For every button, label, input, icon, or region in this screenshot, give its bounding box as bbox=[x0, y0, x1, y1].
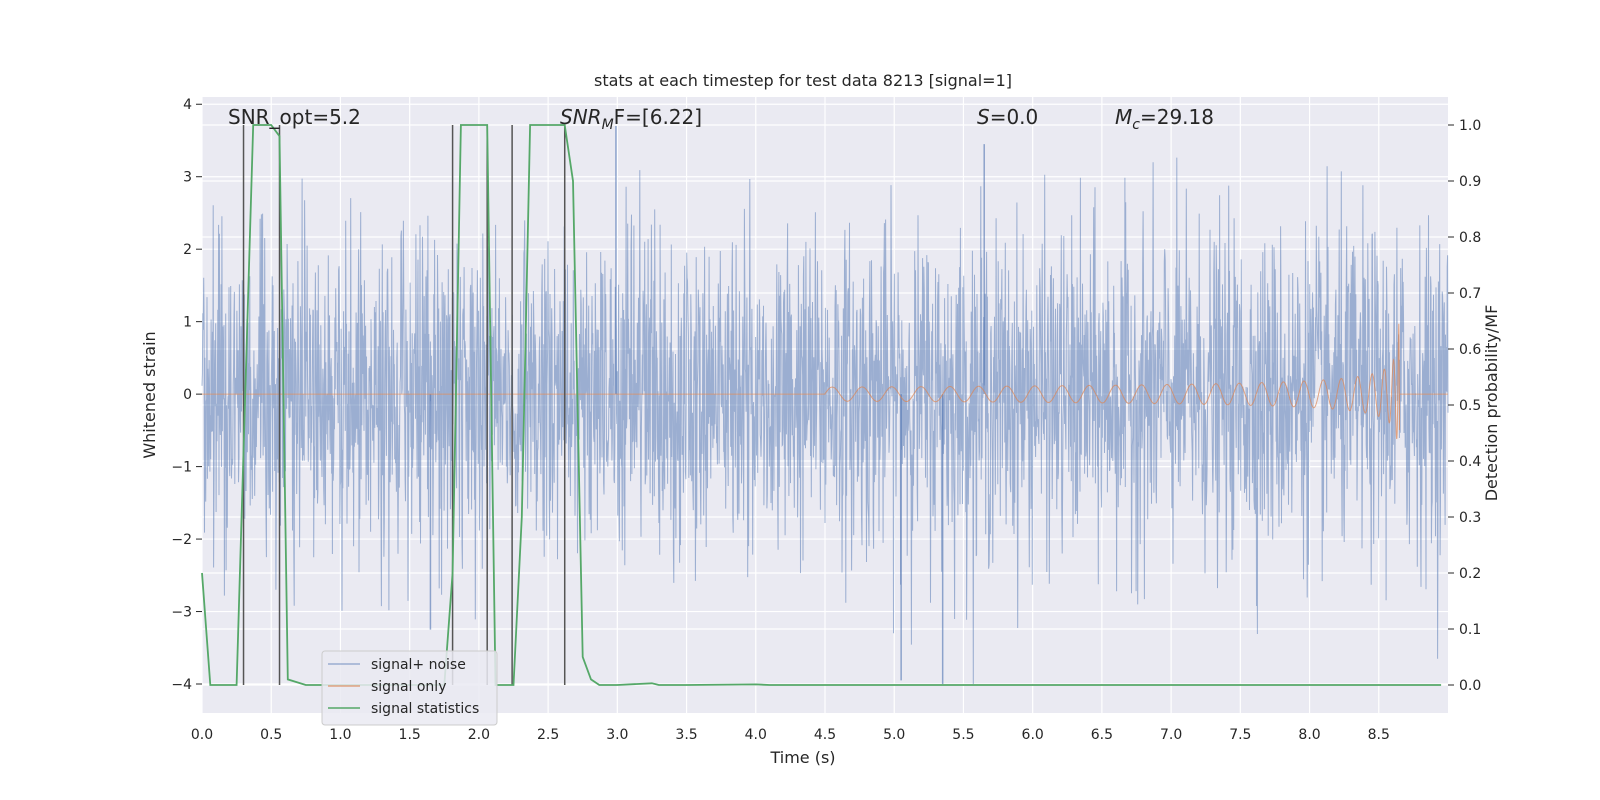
y-tick-label: −3 bbox=[171, 605, 192, 621]
y-axis-label: Whitened strain bbox=[140, 331, 159, 458]
y-tick-label: 3 bbox=[183, 170, 192, 186]
y2-tick-label: 0.9 bbox=[1459, 174, 1481, 190]
annotation-s-suffix: =0.0 bbox=[990, 105, 1039, 129]
annotation-mc-prefix: M bbox=[1115, 105, 1132, 129]
y2-tick-label: 0.7 bbox=[1459, 286, 1481, 302]
x-tick-label: 0.5 bbox=[260, 727, 282, 743]
y-tick-label: 2 bbox=[183, 242, 192, 258]
annotation-mc-suffix: =29.18 bbox=[1140, 105, 1214, 129]
y-tick-label: −1 bbox=[171, 460, 192, 476]
x-tick-label: 8.0 bbox=[1298, 727, 1320, 743]
x-axis-label: Time (s) bbox=[769, 748, 835, 767]
annotation-snr-opt: SNR_opt=5.2 bbox=[228, 105, 361, 129]
y2-tick-label: 0.6 bbox=[1459, 342, 1481, 358]
x-tick-label: 5.0 bbox=[883, 727, 905, 743]
x-tick-label: 1.0 bbox=[329, 727, 351, 743]
x-tick-label: 4.0 bbox=[745, 727, 767, 743]
x-tick-label: 8.5 bbox=[1368, 727, 1390, 743]
x-tick-label: 5.5 bbox=[952, 727, 974, 743]
legend-box bbox=[321, 650, 498, 726]
y2-tick-label: 0.8 bbox=[1459, 230, 1481, 246]
y2-tick-label: 0.1 bbox=[1459, 622, 1481, 638]
y-tick-label: 4 bbox=[183, 97, 192, 113]
legend-label-signal-statistics: signal statistics bbox=[371, 701, 479, 717]
x-tick-label: 4.5 bbox=[814, 727, 836, 743]
y2-tick-label: 0.3 bbox=[1459, 510, 1481, 526]
series-signal-noise bbox=[201, 157, 1449, 685]
annotation-s-prefix: S bbox=[977, 105, 990, 129]
annotation-mc: Mc=29.18 bbox=[1115, 105, 1214, 133]
annotation-snr-mf: SNRMF=[6.22] bbox=[560, 105, 702, 133]
x-tick-label: 1.5 bbox=[399, 727, 421, 743]
x-tick-label: 7.0 bbox=[1160, 727, 1182, 743]
x-tick-label: 3.5 bbox=[675, 727, 697, 743]
annotation-snr-mf-suffix: F=[6.22] bbox=[614, 105, 702, 129]
x-tick-label: 3.0 bbox=[606, 727, 628, 743]
annotation-snr-mf-sub: M bbox=[602, 117, 614, 133]
y-tick-label: −4 bbox=[171, 677, 192, 693]
x-tick-label: 7.5 bbox=[1229, 727, 1251, 743]
legend: signal+ noise signal only signal statist… bbox=[321, 650, 498, 726]
data-layer bbox=[201, 124, 1449, 686]
x-tick-label: 6.0 bbox=[1022, 727, 1044, 743]
legend-label-signal-noise: signal+ noise bbox=[371, 657, 466, 673]
annotations: SNR_opt=5.2 SNRMF=[6.22] S=0.0 Mc=29.18 bbox=[228, 105, 1214, 133]
y2-tick-label: 1.0 bbox=[1459, 118, 1481, 134]
legend-label-signal-only: signal only bbox=[371, 679, 446, 695]
annotation-mc-sub: c bbox=[1132, 117, 1140, 133]
series-signal-statistics bbox=[201, 124, 1442, 686]
annotation-s: S=0.0 bbox=[977, 105, 1038, 129]
y-tick-label: 0 bbox=[183, 387, 192, 403]
annotation-snr-mf-prefix: SNR bbox=[560, 105, 602, 129]
axes: 0.0 0.5 1.0 1.5 2.0 2.5 3.0 3.5 4.0 4.5 5.0 5.5 6.0 6… bbox=[171, 97, 1481, 743]
y2-tick-label: 0.5 bbox=[1459, 398, 1481, 414]
series-signal-only bbox=[202, 323, 1448, 440]
x-tick-label: 0.0 bbox=[191, 727, 213, 743]
y2-tick-label: 0.2 bbox=[1459, 566, 1481, 582]
y-tick-label: −2 bbox=[171, 532, 192, 548]
x-tick-label: 2.0 bbox=[468, 727, 490, 743]
chart-title: stats at each timestep for test data 821… bbox=[594, 71, 1012, 90]
y2-tick-label: 0.0 bbox=[1459, 678, 1481, 694]
x-tick-label: 6.5 bbox=[1091, 727, 1113, 743]
y2-tick-label: 0.4 bbox=[1459, 454, 1481, 470]
y-tick-label: 1 bbox=[183, 315, 192, 331]
x-tick-label: 2.5 bbox=[537, 727, 559, 743]
y2-axis-label: Detection probability/MF bbox=[1482, 305, 1501, 502]
